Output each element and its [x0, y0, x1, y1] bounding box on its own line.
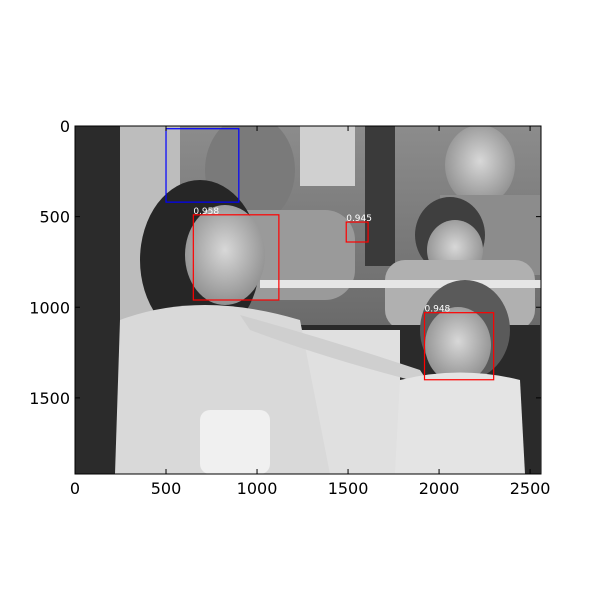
y-tick-label: 1500	[29, 389, 70, 408]
detection-box	[423, 312, 495, 381]
y-tick-label: 0	[60, 117, 70, 136]
x-tick-label: 0	[70, 479, 80, 498]
detection-boxes: 0.958 0.945 0.948	[165, 128, 495, 381]
y-tick-label: 500	[39, 208, 70, 227]
reference-box	[165, 128, 240, 203]
detection-box	[345, 221, 369, 243]
y-axis: 0 500 1000 1500	[29, 117, 541, 408]
x-tick-label: 500	[151, 479, 182, 498]
x-tick-label: 1500	[328, 479, 369, 498]
detection-box	[192, 214, 280, 301]
x-tick-label: 2500	[510, 479, 551, 498]
detection-score-label: 0.958	[193, 207, 219, 217]
x-axis: 0 500 1000 1500 2000 2500	[70, 126, 551, 498]
y-tick-label: 1000	[29, 298, 70, 317]
detection-score-label: 0.945	[346, 214, 372, 224]
photo	[75, 126, 541, 474]
x-tick-label: 2000	[419, 479, 460, 498]
detection-score-label: 0.948	[425, 305, 451, 315]
x-tick-label: 1000	[237, 479, 278, 498]
axes-frame	[74, 125, 542, 475]
